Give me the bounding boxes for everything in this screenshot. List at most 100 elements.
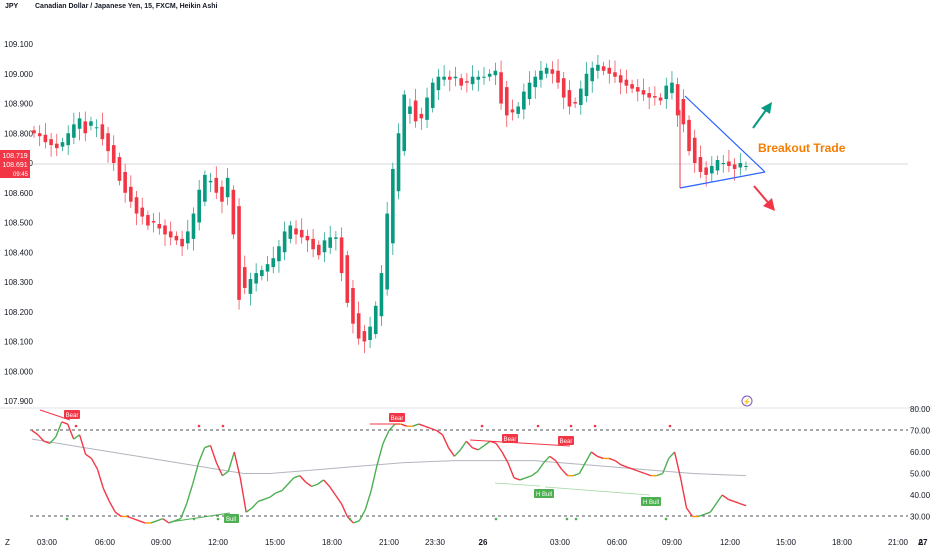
chart-title: Canadian Dollar / Japanese Yen, 15, FXCM… xyxy=(35,3,218,10)
oscillator-segment xyxy=(543,455,551,464)
oscillator-segment xyxy=(287,477,295,485)
time-axis[interactable]: 03:00 06:00 09:00 12:00 15:00 18:00 21:00 23:30… xyxy=(37,538,928,547)
candle xyxy=(624,69,629,94)
candle xyxy=(579,80,583,115)
oscillator-segment xyxy=(358,509,366,522)
price-tick-label: 109.100 xyxy=(4,40,33,49)
oscillator-segment xyxy=(513,477,521,481)
oscillator-segment xyxy=(477,444,485,451)
candle xyxy=(220,180,224,214)
time-tick-label: 27 xyxy=(919,538,928,547)
lightning-icon[interactable]: ⚡ xyxy=(741,395,753,407)
candle xyxy=(111,135,116,172)
candle xyxy=(442,65,446,86)
candle xyxy=(260,265,264,281)
oscillator-segment xyxy=(263,496,271,500)
oscillator-segment xyxy=(573,472,580,477)
oscillator-segment xyxy=(388,423,396,431)
oscillator-segment xyxy=(197,447,206,464)
oscillator-segment xyxy=(191,462,200,485)
candle xyxy=(345,250,350,308)
oscillator-segment xyxy=(733,500,741,505)
candle xyxy=(311,229,315,258)
candle xyxy=(510,99,515,121)
candle xyxy=(539,60,543,88)
candle xyxy=(487,69,492,82)
oscillator-segment xyxy=(317,479,324,485)
oscillator-segment xyxy=(441,434,450,448)
oscillator-tick-label: 70.00 xyxy=(910,427,931,436)
price-tick-label: 108.600 xyxy=(4,189,33,198)
oscillator-segment xyxy=(150,520,158,524)
candle xyxy=(710,156,714,182)
candle xyxy=(470,65,475,91)
candle xyxy=(146,210,150,230)
candle xyxy=(174,231,179,245)
candle xyxy=(373,301,378,339)
candle xyxy=(248,272,253,306)
candle xyxy=(208,172,213,193)
bottom-left-label[interactable]: Z xyxy=(5,538,10,547)
oscillator-segment xyxy=(525,474,533,479)
candle xyxy=(635,79,640,102)
candle xyxy=(100,112,105,146)
candle xyxy=(641,78,646,101)
price-tick-label: 108.300 xyxy=(4,278,33,287)
candle xyxy=(180,230,184,257)
triangle-pattern[interactable] xyxy=(679,95,766,189)
candle xyxy=(277,240,281,273)
candle xyxy=(493,62,498,86)
oscillator-segment xyxy=(78,434,87,455)
oscillator-tick-label: 60.00 xyxy=(910,448,931,457)
candle xyxy=(459,73,463,91)
oscillator-segment xyxy=(537,462,545,472)
oscillator-segment xyxy=(459,440,467,451)
candle xyxy=(123,163,127,203)
oscillator-segment xyxy=(519,477,527,481)
candle xyxy=(32,125,36,138)
candle xyxy=(43,123,48,149)
oscillator-segment xyxy=(555,460,563,470)
countdown: 09:45 xyxy=(13,172,29,178)
candle xyxy=(214,166,219,199)
candle xyxy=(715,155,720,175)
candle xyxy=(732,158,737,181)
oscillator-segment xyxy=(245,507,253,513)
oscillator-segment xyxy=(162,518,170,524)
candle xyxy=(396,123,401,200)
price-tick-label: 107.900 xyxy=(4,397,33,406)
oscillator-segment xyxy=(85,453,92,460)
bull-divergence-line xyxy=(494,482,541,487)
oscillator-line xyxy=(31,421,747,524)
candle xyxy=(556,59,560,89)
oscillator-segment xyxy=(251,500,259,509)
oscillator-segment xyxy=(55,421,63,438)
oscillator-segment xyxy=(299,475,307,483)
candle xyxy=(465,73,469,93)
oscillator-segment xyxy=(370,464,378,491)
oscillator-segment xyxy=(376,443,384,466)
candle xyxy=(453,66,458,87)
candle xyxy=(448,70,452,92)
oscillator-segment xyxy=(507,462,515,479)
bear-label: Bear xyxy=(502,434,518,443)
oscillator-segment xyxy=(447,447,456,457)
oscillator-segment xyxy=(597,455,604,460)
candle xyxy=(499,60,503,110)
oscillator-segment xyxy=(495,443,503,453)
oscillator-segment xyxy=(204,444,211,449)
oscillator-segment xyxy=(114,511,122,518)
candle xyxy=(231,185,236,239)
candle xyxy=(687,115,691,156)
oscillator-segment xyxy=(257,498,265,503)
oscillator-segment xyxy=(275,490,283,494)
oscillator-segment xyxy=(126,515,134,520)
candle xyxy=(607,59,612,84)
candle xyxy=(744,161,748,171)
bottom-right-label[interactable]: A xyxy=(918,538,924,547)
oscillator-segment xyxy=(436,429,443,436)
candle xyxy=(197,179,201,231)
oscillator-segment xyxy=(353,520,360,524)
